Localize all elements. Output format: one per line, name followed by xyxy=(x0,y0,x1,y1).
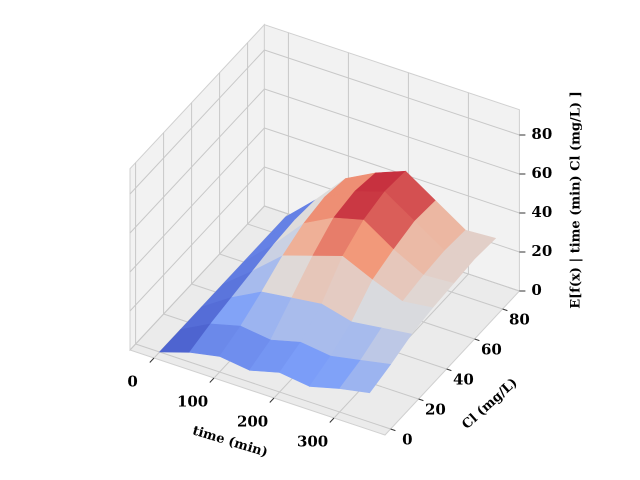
tick-mark xyxy=(149,357,155,363)
y-tick-label: 80 xyxy=(509,311,530,329)
grid-line xyxy=(129,88,265,234)
x-tick-label: 200 xyxy=(237,413,268,431)
grid-line xyxy=(264,88,520,175)
z-tick-label: 80 xyxy=(531,125,552,143)
y-tick-label: 20 xyxy=(425,401,446,419)
surface xyxy=(158,170,497,394)
z-tick-label: 60 xyxy=(531,164,552,182)
grid-line xyxy=(129,49,265,195)
tick-mark xyxy=(502,308,508,312)
tick-mark xyxy=(329,417,335,423)
surface-cell xyxy=(339,359,392,394)
grid-line xyxy=(264,127,520,214)
z-tick-label: 0 xyxy=(531,281,541,299)
grid-line xyxy=(129,205,265,351)
tick-mark xyxy=(390,428,396,432)
y-tick-label: 60 xyxy=(481,341,502,359)
tick-mark xyxy=(269,397,275,403)
z-tick-label: 20 xyxy=(531,242,552,260)
y-tick-label: 40 xyxy=(453,371,474,389)
tick-mark xyxy=(474,338,480,342)
x-tick-label: 300 xyxy=(297,433,328,451)
tick-mark xyxy=(209,377,215,383)
grid-line xyxy=(135,343,391,430)
grid-line xyxy=(129,166,265,312)
x-tick-label: 0 xyxy=(127,373,137,391)
z-axis-label: E[f(x) | time (min) Cl (mg/L) ] xyxy=(569,91,584,308)
x-tick-label: 100 xyxy=(177,393,208,411)
tick-mark xyxy=(446,368,452,372)
grid-line xyxy=(129,127,265,273)
y-tick-label: 0 xyxy=(402,431,412,449)
tick-mark xyxy=(418,398,424,402)
grid-line xyxy=(264,49,520,136)
z-tick-label: 40 xyxy=(531,203,552,221)
